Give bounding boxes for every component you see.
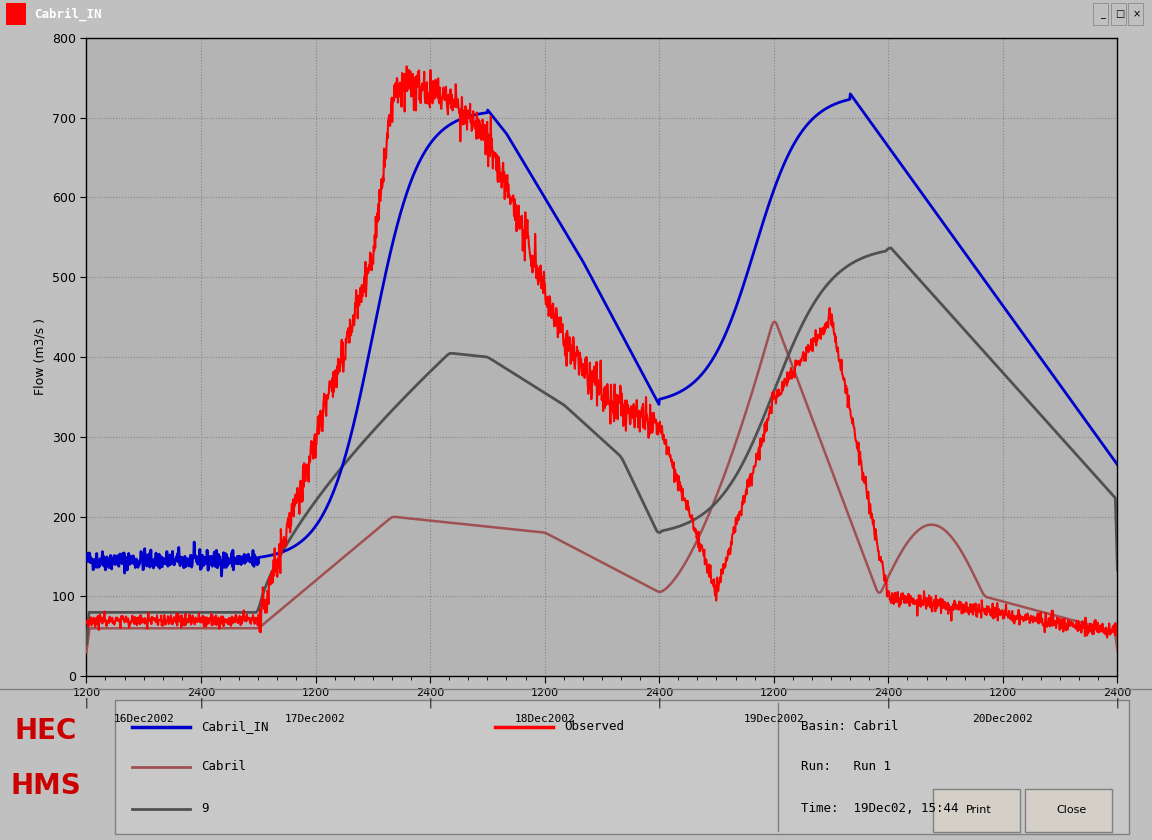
Bar <box>1111 3 1126 25</box>
Text: Time:  19Dec02, 15:44: Time: 19Dec02, 15:44 <box>801 802 958 816</box>
Text: |: | <box>1115 697 1120 707</box>
Y-axis label: Flow (m3/s ): Flow (m3/s ) <box>33 318 46 396</box>
Text: Run:   Run 1: Run: Run 1 <box>801 760 890 774</box>
Text: |: | <box>84 697 89 707</box>
Bar <box>1093 3 1108 25</box>
Text: HMS: HMS <box>10 772 82 800</box>
Text: |: | <box>429 697 432 707</box>
Text: Cabril_IN: Cabril_IN <box>35 8 103 20</box>
Text: 17Dec2002: 17Dec2002 <box>286 714 346 724</box>
Text: Basin: Cabril: Basin: Cabril <box>801 720 899 733</box>
Text: Print: Print <box>967 806 992 816</box>
Text: □: □ <box>1115 9 1124 18</box>
Text: 18Dec2002: 18Dec2002 <box>514 714 575 724</box>
Text: Cabril: Cabril <box>202 760 247 774</box>
Bar <box>6 3 26 25</box>
Bar <box>1128 3 1143 25</box>
Text: 9: 9 <box>202 802 210 816</box>
Text: Observed: Observed <box>564 720 624 733</box>
Bar <box>115 700 1129 834</box>
Text: 19Dec2002: 19Dec2002 <box>743 714 804 724</box>
Text: |: | <box>199 697 203 707</box>
Bar <box>933 789 1020 832</box>
Text: HEC: HEC <box>15 717 77 745</box>
Text: |: | <box>658 697 661 707</box>
Bar <box>1025 789 1112 832</box>
Text: ×: × <box>1132 9 1142 18</box>
Text: _: _ <box>1100 9 1105 18</box>
Text: 20Dec2002: 20Dec2002 <box>972 714 1033 724</box>
Text: Close: Close <box>1056 806 1086 816</box>
Text: Cabril_IN: Cabril_IN <box>202 720 270 733</box>
Text: 16Dec2002: 16Dec2002 <box>113 714 174 724</box>
Text: |: | <box>887 697 890 707</box>
